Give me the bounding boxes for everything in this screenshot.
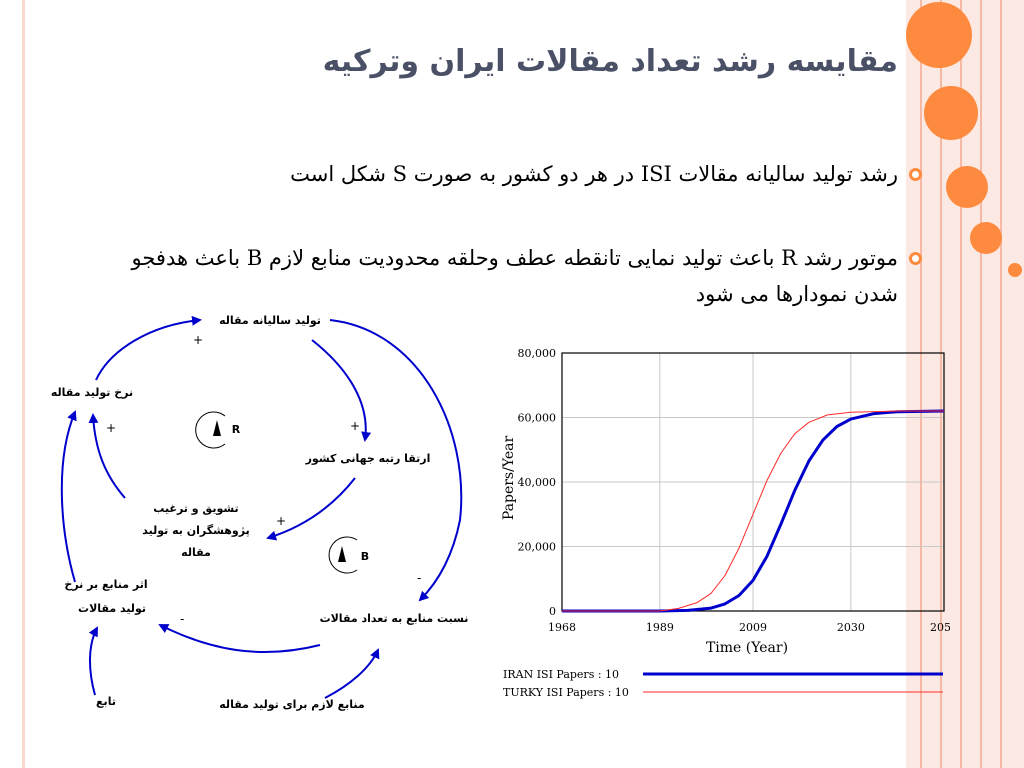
slide-title: مقایسه رشد تعداد مقالات ایران وترکیه <box>322 44 898 79</box>
legend-label-1: IRAN ISI Papers : 10 <box>503 668 619 681</box>
node-encouragement-line-3: مقاله <box>181 546 211 559</box>
x-tick-label: 2030 <box>837 621 865 634</box>
bullet-1-marker <box>909 168 922 181</box>
polarity-plus-3: + <box>106 421 116 435</box>
arrow-function-to-effect <box>88 626 98 696</box>
chart-grid <box>561 352 945 612</box>
decorative-circle-1 <box>906 2 972 68</box>
node-encouragement-line-2: پژوهشگران به تولید <box>142 524 250 537</box>
x-tick-label: 1968 <box>548 621 576 634</box>
series-line-2 <box>562 410 944 612</box>
decorative-circle-5 <box>1008 263 1022 277</box>
arrow-rate-to-production <box>95 315 202 381</box>
node-global-rank: ارتقا رتبه جهانی کشور <box>305 452 431 465</box>
polarity-plus-1: + <box>193 333 203 347</box>
series-lines <box>562 409 945 613</box>
legend-label-2: TURKY ISI Papers : 10 <box>503 686 629 699</box>
series-line-1 <box>562 409 945 613</box>
arrow-production-to-rank <box>311 339 372 442</box>
polarity-minus-1: - <box>417 571 421 585</box>
bullet-1: رشد تولید سالیانه مقالات ISI در هر دو کش… <box>98 156 922 192</box>
y-tick-label: 20,000 <box>518 541 557 554</box>
arrow-production-to-ratio <box>329 319 463 602</box>
polarity-plus-2: + <box>350 419 360 433</box>
bullet-1-text: رشد تولید سالیانه مقالات ISI در هر دو کش… <box>290 162 898 186</box>
node-resource-ratio: نسبت منابع به تعداد مقالات <box>320 612 469 625</box>
x-axis-title: Time (Year) <box>706 640 788 656</box>
loop-label-r: R <box>232 423 241 436</box>
node-resource-effect-line-2: تولید مقالات <box>78 602 146 615</box>
y-tick-label: 0 <box>549 605 556 618</box>
decorative-circle-3 <box>946 166 988 208</box>
node-function: تابع <box>96 695 116 708</box>
chart-legend: IRAN ISI Papers : 10 TURKY ISI Papers : 1… <box>503 668 943 699</box>
papers-line-chart: 0 20,000 40,000 60,000 80,000 1968 1989 2009 20… <box>501 347 950 699</box>
y-tick-label: 80,000 <box>518 347 557 360</box>
causal-loop-diagram: تولید سالیانه مقاله نرخ تولید مقاله ارتق… <box>51 314 469 711</box>
polarity-plus-4: + <box>276 514 286 528</box>
y-tick-label: 40,000 <box>518 476 557 489</box>
arrow-encouragement-to-rate <box>88 413 126 499</box>
node-annual-production: تولید سالیانه مقاله <box>219 314 321 327</box>
reinforcing-loop-symbol: R <box>195 411 241 449</box>
arrow-resources-to-ratio <box>324 648 380 699</box>
bullet-2-text: موتور رشد R باعث تولید نمایی تانقطه عطف … <box>131 246 898 306</box>
left-edge-line <box>22 0 25 768</box>
node-production-rate: نرخ تولید مقاله <box>51 386 133 399</box>
node-required-resources: منابع لازم برای تولید مقاله <box>219 698 364 711</box>
arrow-rank-to-encouragement <box>266 477 356 541</box>
bullet-2-marker <box>909 252 922 265</box>
plot-frame <box>561 352 945 612</box>
loop-label-b: B <box>361 550 369 563</box>
balancing-loop-symbol: B <box>328 536 369 574</box>
node-resource-effect-line-1: اثر منابع بر نرخ <box>64 578 147 591</box>
arrow-effect-to-rate <box>60 410 77 583</box>
node-encouragement-line-1: تشویق و ترغیب <box>153 502 238 515</box>
x-axis-ticks: 1968 1989 2009 2030 2050 <box>548 621 950 634</box>
y-axis-ticks: 0 20,000 40,000 60,000 80,000 <box>518 347 557 618</box>
x-tick-label: 2050 <box>930 621 950 634</box>
decorative-circle-2 <box>924 86 978 140</box>
y-axis-title: Papers/Year <box>501 436 517 521</box>
decorative-circle-4 <box>970 222 1002 254</box>
x-tick-label: 1989 <box>646 621 674 634</box>
polarity-minus-2: - <box>180 612 184 626</box>
bullet-2: موتور رشد R باعث تولید نمایی تانقطه عطف … <box>98 240 922 312</box>
y-tick-label: 60,000 <box>518 412 557 425</box>
x-tick-label: 2009 <box>739 621 767 634</box>
arrow-ratio-to-effect <box>158 624 321 654</box>
